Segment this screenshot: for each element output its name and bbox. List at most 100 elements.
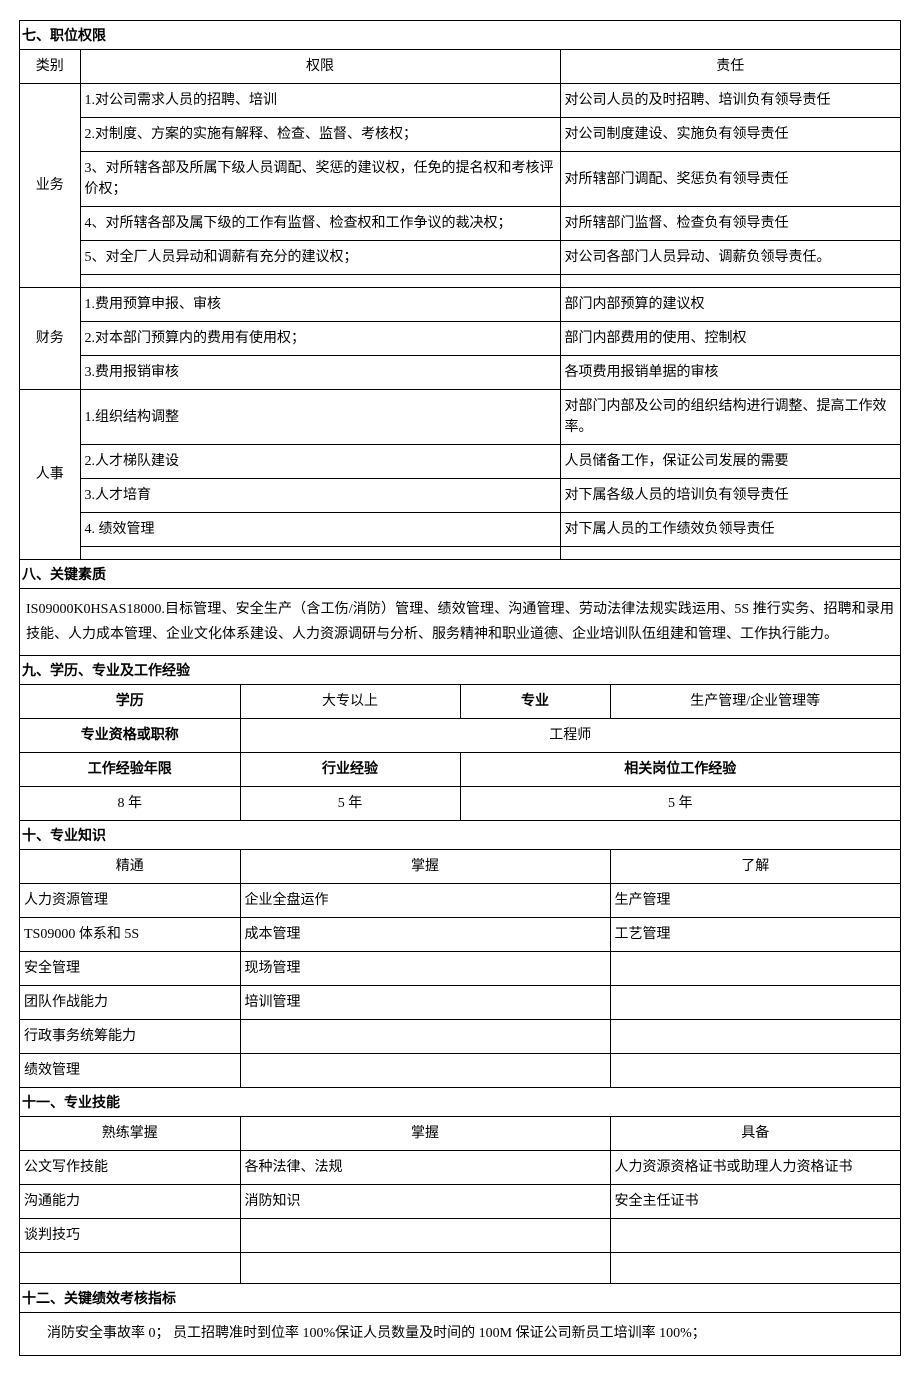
- cell: [240, 1054, 610, 1088]
- cell: [610, 1054, 900, 1088]
- cell: [610, 1219, 900, 1253]
- col-header-proficient: 精通: [20, 850, 240, 884]
- label-position-exp: 相关岗位工作经验: [460, 753, 900, 787]
- permission-cell: 3.人才培育: [80, 479, 560, 513]
- responsibility-cell: 部门内部预算的建议权: [560, 288, 900, 322]
- cell: [610, 1253, 900, 1284]
- category-cell: 业务: [20, 84, 80, 288]
- permission-cell: 4. 绩效管理: [80, 513, 560, 547]
- table-row: 业务 1.对公司需求人员的招聘、培训 对公司人员的及时招聘、培训负有领导责任: [20, 84, 900, 118]
- category-cell: 财务: [20, 288, 80, 390]
- table-row: 2.对本部门预算内的费用有使用权； 部门内部费用的使用、控制权: [20, 322, 900, 356]
- table-row: 专业资格或职称 工程师: [20, 719, 900, 753]
- permission-cell: 2.对本部门预算内的费用有使用权；: [80, 322, 560, 356]
- permission-cell: 1.费用预算申报、审核: [80, 288, 560, 322]
- section-12-title: 十二、关键绩效考核指标: [20, 1284, 900, 1313]
- section-12-text: 消防安全事故率 0； 员工招聘准时到位率 100%保证人员数量及时间的 100M…: [20, 1313, 900, 1355]
- value-industry-exp: 5 年: [240, 787, 460, 821]
- section-10-title: 十、专业知识: [20, 821, 900, 850]
- permission-cell: [80, 275, 560, 288]
- value-education: 大专以上: [240, 685, 460, 719]
- value-major: 生产管理/企业管理等: [610, 685, 900, 719]
- cell: [240, 1020, 610, 1054]
- table-row: 8 年 5 年 5 年: [20, 787, 900, 821]
- responsibility-cell: 对公司制度建设、实施负有领导责任: [560, 118, 900, 152]
- table-row: 行政事务统筹能力: [20, 1020, 900, 1054]
- table-row: TS09000 体系和 5S 成本管理 工艺管理: [20, 918, 900, 952]
- cell: [20, 1253, 240, 1284]
- responsibility-cell: 人员储备工作，保证公司发展的需要: [560, 445, 900, 479]
- table-header-row: 精通 掌握 了解: [20, 850, 900, 884]
- cell: 团队作战能力: [20, 986, 240, 1020]
- cell: 消防知识: [240, 1185, 610, 1219]
- responsibility-cell: 对所辖部门监督、检查负有领导责任: [560, 207, 900, 241]
- cell: 工艺管理: [610, 918, 900, 952]
- permission-cell: 4、对所辖各部及属下级的工作有监督、检查权和工作争议的裁决权；: [80, 207, 560, 241]
- label-education: 学历: [20, 685, 240, 719]
- cell: 沟通能力: [20, 1185, 240, 1219]
- section-11-table: 熟练掌握 掌握 具备 公文写作技能 各种法律、法规 人力资源资格证书或助理人力资…: [20, 1117, 900, 1284]
- section-7-title: 七、职位权限: [20, 21, 900, 50]
- value-qualification: 工程师: [240, 719, 900, 753]
- permission-cell: 1.对公司需求人员的招聘、培训: [80, 84, 560, 118]
- table-row: [20, 547, 900, 560]
- section-7-table: 类别 权限 责任 业务 1.对公司需求人员的招聘、培训 对公司人员的及时招聘、培…: [20, 50, 900, 560]
- responsibility-cell: [560, 547, 900, 560]
- responsibility-cell: 对下属人员的工作绩效负领导责任: [560, 513, 900, 547]
- section-9-table: 学历 大专以上 专业 生产管理/企业管理等 专业资格或职称 工程师: [20, 685, 900, 753]
- table-row: [20, 1253, 900, 1284]
- table-row: 安全管理 现场管理: [20, 952, 900, 986]
- table-row: 3.费用报销审核 各项费用报销单据的审核: [20, 356, 900, 390]
- section-8-title: 八、关键素质: [20, 560, 900, 589]
- col-header-master: 掌握: [240, 850, 610, 884]
- table-row: 谈判技巧: [20, 1219, 900, 1253]
- table-row: 沟通能力 消防知识 安全主任证书: [20, 1185, 900, 1219]
- responsibility-cell: [560, 275, 900, 288]
- section-8-text: IS09000K0HSAS18000.目标管理、安全生产（含工伤/消防）管理、绩…: [20, 589, 900, 656]
- table-row: 5、对全厂人员异动和调薪有充分的建议权； 对公司各部门人员异动、调薪负领导责任。: [20, 241, 900, 275]
- cell: [610, 952, 900, 986]
- col-header-category: 类别: [20, 50, 80, 84]
- col-header-know: 了解: [610, 850, 900, 884]
- table-row: 2.人才梯队建设 人员储备工作，保证公司发展的需要: [20, 445, 900, 479]
- cell: 绩效管理: [20, 1054, 240, 1088]
- table-header-row: 类别 权限 责任: [20, 50, 900, 84]
- table-row: 学历 大专以上 专业 生产管理/企业管理等: [20, 685, 900, 719]
- section-9-title: 九、学历、专业及工作经验: [20, 656, 900, 685]
- cell: [610, 1020, 900, 1054]
- cell: 成本管理: [240, 918, 610, 952]
- label-work-years: 工作经验年限: [20, 753, 240, 787]
- table-row: 4. 绩效管理 对下属人员的工作绩效负领导责任: [20, 513, 900, 547]
- cell: 行政事务统筹能力: [20, 1020, 240, 1054]
- cell: [240, 1253, 610, 1284]
- responsibility-cell: 部门内部费用的使用、控制权: [560, 322, 900, 356]
- col-header-permission: 权限: [80, 50, 560, 84]
- cell: 人力资源管理: [20, 884, 240, 918]
- cell: 培训管理: [240, 986, 610, 1020]
- col-header-master: 掌握: [240, 1117, 610, 1151]
- permission-cell: 3.费用报销审核: [80, 356, 560, 390]
- table-row: 2.对制度、方案的实施有解释、检查、监督、考核权； 对公司制度建设、实施负有领导…: [20, 118, 900, 152]
- col-header-responsibility: 责任: [560, 50, 900, 84]
- value-position-exp: 5 年: [460, 787, 900, 821]
- col-header-have: 具备: [610, 1117, 900, 1151]
- cell: TS09000 体系和 5S: [20, 918, 240, 952]
- responsibility-cell: 对公司人员的及时招聘、培训负有领导责任: [560, 84, 900, 118]
- cell: 现场管理: [240, 952, 610, 986]
- cell: [610, 986, 900, 1020]
- document-page: 七、职位权限 类别 权限 责任 业务 1.对公司需求人员的招聘、培训 对公司人员…: [19, 20, 901, 1356]
- table-row: 人事 1.组织结构调整 对部门内部及公司的组织结构进行调整、提高工作效率。: [20, 390, 900, 445]
- label-industry-exp: 行业经验: [240, 753, 460, 787]
- responsibility-cell: 各项费用报销单据的审核: [560, 356, 900, 390]
- table-row: 人力资源管理 企业全盘运作 生产管理: [20, 884, 900, 918]
- section-9-experience-table: 工作经验年限 行业经验 相关岗位工作经验 8 年 5 年 5 年: [20, 753, 900, 821]
- cell: 人力资源资格证书或助理人力资格证书: [610, 1151, 900, 1185]
- value-work-years: 8 年: [20, 787, 240, 821]
- table-header-row: 熟练掌握 掌握 具备: [20, 1117, 900, 1151]
- col-header-proficient: 熟练掌握: [20, 1117, 240, 1151]
- cell: [240, 1219, 610, 1253]
- table-row: 团队作战能力 培训管理: [20, 986, 900, 1020]
- permission-cell: 1.组织结构调整: [80, 390, 560, 445]
- table-row: 绩效管理: [20, 1054, 900, 1088]
- label-major: 专业: [460, 685, 610, 719]
